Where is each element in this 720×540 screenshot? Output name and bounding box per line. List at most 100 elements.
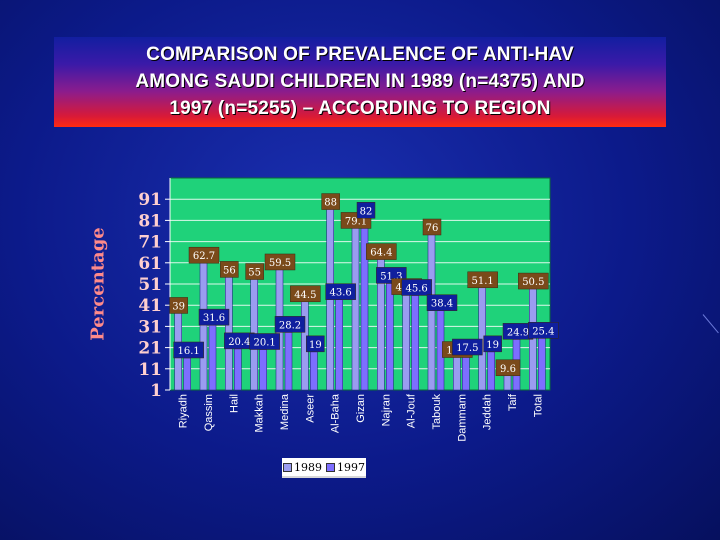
data-label-1997: 31.6 xyxy=(203,313,225,324)
data-label-1997-box xyxy=(528,322,559,339)
x-tick-label: Aseer xyxy=(304,394,316,423)
legend-item-1997: 1997 xyxy=(326,461,365,474)
x-tick-label: Qassim xyxy=(203,394,215,431)
data-label-1997: 25.4 xyxy=(532,326,554,337)
x-tick-label: Al-Baha xyxy=(330,393,342,433)
bar-1997 xyxy=(335,299,343,391)
data-label-1997-box xyxy=(249,333,280,350)
bar-1997 xyxy=(259,349,267,391)
data-label-1997: 19 xyxy=(486,340,499,351)
data-label-1997: 19 xyxy=(309,340,322,351)
bar-1989 xyxy=(225,273,233,391)
data-label-1997: 16.1 xyxy=(178,346,200,357)
bar-1997 xyxy=(538,337,546,391)
y-tick-label: 61 xyxy=(138,254,162,274)
title-line-2: AMONG SAUDI CHILDREN IN 1989 (n=4375) AN… xyxy=(135,71,585,92)
bar-1997 xyxy=(183,357,191,391)
data-label-1997-box xyxy=(325,283,356,300)
bar-1989 xyxy=(453,353,461,391)
legend-label-1989: 1989 xyxy=(294,460,322,474)
data-label-1989: 76 xyxy=(426,223,439,234)
data-label-1989: 79.1 xyxy=(345,216,367,227)
bar-1997 xyxy=(234,348,242,391)
data-label-1997: 51.3 xyxy=(380,271,402,282)
data-label-1997-box xyxy=(401,279,432,296)
bar-1997 xyxy=(411,295,419,391)
data-label-1989-box xyxy=(495,359,521,377)
legend: 1989 1997 xyxy=(282,458,366,478)
data-label-1989-box xyxy=(518,272,549,290)
data-label-1989-box xyxy=(220,261,239,278)
x-tick-label: Al-Jouf xyxy=(406,393,418,428)
legend-swatch-1997 xyxy=(326,462,335,472)
data-label-1989: 62.7 xyxy=(193,251,215,262)
bar-1989 xyxy=(351,224,360,391)
legend-label-1997: 1997 xyxy=(337,460,365,474)
x-tick-label: Najran xyxy=(380,394,392,426)
x-tick-label: Taif xyxy=(507,393,519,411)
data-label-1989: 50.5 xyxy=(522,277,544,288)
data-label-1989: 39 xyxy=(172,301,185,312)
y-tick-label: 21 xyxy=(138,339,162,359)
title-line-3: 1997 (n=5255) – ACCORDING TO REGION xyxy=(169,98,551,119)
legend-swatch-1989 xyxy=(283,462,292,472)
data-label-1989-box xyxy=(169,297,188,314)
y-tick-label: 81 xyxy=(138,211,162,231)
data-label-1997: 17.5 xyxy=(456,343,478,354)
bar-1997 xyxy=(284,332,293,391)
y-tick-label: 71 xyxy=(138,233,162,253)
bar-1997 xyxy=(208,324,217,391)
data-label-1997-box xyxy=(452,338,483,356)
y-tick-label: 1 xyxy=(150,381,162,401)
legend-item-1989: 1989 xyxy=(283,461,322,474)
title-line-1: COMPARISON OF PREVALENCE OF ANTI-HAV xyxy=(146,44,574,65)
data-label-1997: 20.4 xyxy=(228,337,250,348)
data-label-1989: 51.1 xyxy=(472,276,494,287)
data-label-1997-box xyxy=(306,335,325,353)
data-label-1997-box xyxy=(426,294,458,311)
bar-1997 xyxy=(487,351,495,391)
data-label-1989: 55 xyxy=(248,268,261,279)
data-label-1989-box xyxy=(422,218,442,236)
data-label-1989-box xyxy=(245,263,264,280)
data-label-1989-box xyxy=(366,243,397,260)
data-label-1997: 45.6 xyxy=(406,283,428,294)
x-tick-label: Total xyxy=(532,394,544,417)
y-tick-label: 31 xyxy=(138,317,162,337)
data-label-1989: 44.5 xyxy=(294,290,316,301)
data-label-1997-box xyxy=(274,316,306,333)
data-label-1997: 82 xyxy=(360,206,373,217)
title-banner: COMPARISON OF PREVALENCE OF ANTI-HAV AMO… xyxy=(54,37,666,127)
bar-1997 xyxy=(310,351,318,391)
bar-1997 xyxy=(462,354,470,391)
data-label-1989-box xyxy=(264,253,296,271)
data-label-1997: 28.2 xyxy=(279,320,301,331)
data-label-1989-box xyxy=(321,193,340,210)
x-tick-label: Hail xyxy=(228,394,240,413)
data-label-1989: 56 xyxy=(223,265,236,276)
x-tick-label: Jeddah xyxy=(482,394,494,430)
data-label-1989-box xyxy=(467,271,498,289)
x-tick-label: Dammam xyxy=(456,394,468,442)
data-label-1989-box xyxy=(188,246,220,264)
y-tick-label: 91 xyxy=(138,190,162,210)
data-label-1997: 43.6 xyxy=(330,288,352,299)
bar-1989 xyxy=(402,290,410,391)
x-tick-label: Gizan xyxy=(355,394,367,423)
data-label-1997: 38.4 xyxy=(431,299,453,310)
bar-1997 xyxy=(386,283,394,391)
data-label-1989: 64.4 xyxy=(370,248,392,259)
data-label-1997-box xyxy=(356,202,376,219)
data-label-1997-box xyxy=(198,308,230,326)
y-tick-label: 41 xyxy=(138,296,162,316)
data-label-1997-box xyxy=(173,341,204,359)
x-tick-label: Tabouk xyxy=(431,394,443,430)
x-tick-label: Riyadh xyxy=(178,394,190,428)
data-label-1997: 24.9 xyxy=(507,327,529,338)
y-tick-label: 51 xyxy=(138,275,162,295)
data-label-1989-box xyxy=(290,285,321,303)
data-label-1989: 88 xyxy=(324,198,337,209)
data-label-1989: 59.5 xyxy=(269,258,291,269)
x-tick-label: Makkah xyxy=(254,394,266,433)
